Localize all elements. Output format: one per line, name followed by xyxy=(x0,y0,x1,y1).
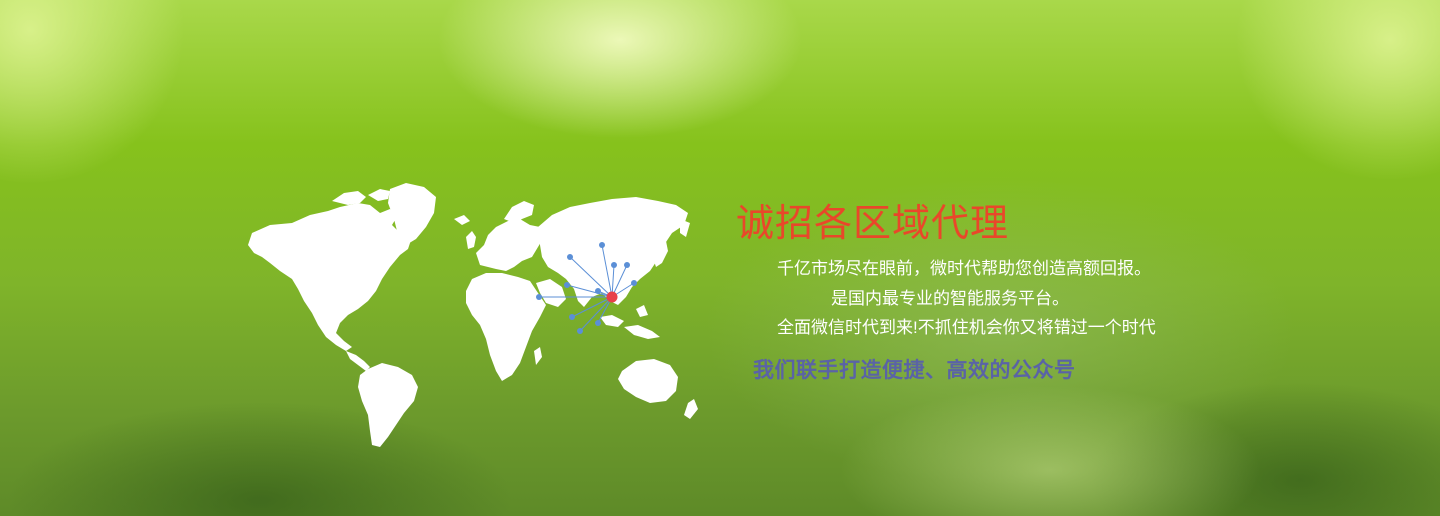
description-line: 是国内最专业的智能服务平台。 xyxy=(831,289,1069,308)
network-node xyxy=(536,294,542,300)
north-america-shape xyxy=(248,203,412,351)
network-node xyxy=(599,242,605,248)
uk-shape xyxy=(466,231,476,249)
arabia-shape xyxy=(536,279,566,307)
southeast-asia-shape xyxy=(600,315,624,327)
madagascar-shape xyxy=(534,347,542,365)
network-node xyxy=(564,282,570,288)
arctic-islands-shape xyxy=(368,189,390,201)
scandinavia-shape xyxy=(504,201,534,223)
southeast-asia-shape xyxy=(636,305,648,317)
europe-shape xyxy=(476,219,544,271)
australia-shape xyxy=(618,359,678,403)
central-america-shape xyxy=(346,351,370,371)
network-node xyxy=(569,314,575,320)
arctic-islands-shape xyxy=(332,191,366,205)
world-map-continents xyxy=(248,183,698,447)
network-hub xyxy=(606,291,618,303)
network-node xyxy=(595,288,601,294)
africa-shape xyxy=(466,273,546,381)
description-line: 千亿市场尽在眼前，微时代帮助您创造高额回报。 xyxy=(777,259,1151,278)
network-node xyxy=(567,254,573,260)
description-line: 全面微信时代到来!不抓住机会你又将错过一个时代 xyxy=(777,318,1156,337)
network-node xyxy=(624,262,630,268)
world-map-image xyxy=(248,183,698,447)
kamchatka-shape xyxy=(680,219,690,237)
network-node xyxy=(631,280,637,286)
asia-shape xyxy=(538,197,688,307)
network-nodes xyxy=(536,242,637,334)
south-america-shape xyxy=(358,363,418,447)
iceland-shape xyxy=(454,215,470,225)
japan-shape xyxy=(654,241,668,267)
new-zealand-shape xyxy=(684,399,698,419)
network-node xyxy=(595,320,601,326)
headline: 诚招各区域代理 xyxy=(736,203,1010,245)
network-node xyxy=(577,328,583,334)
slogan: 我们联手打造便捷、高效的公众号 xyxy=(753,359,1076,382)
network-node xyxy=(611,262,617,268)
southeast-asia-shape xyxy=(624,325,660,339)
greenland-shape xyxy=(388,183,436,245)
